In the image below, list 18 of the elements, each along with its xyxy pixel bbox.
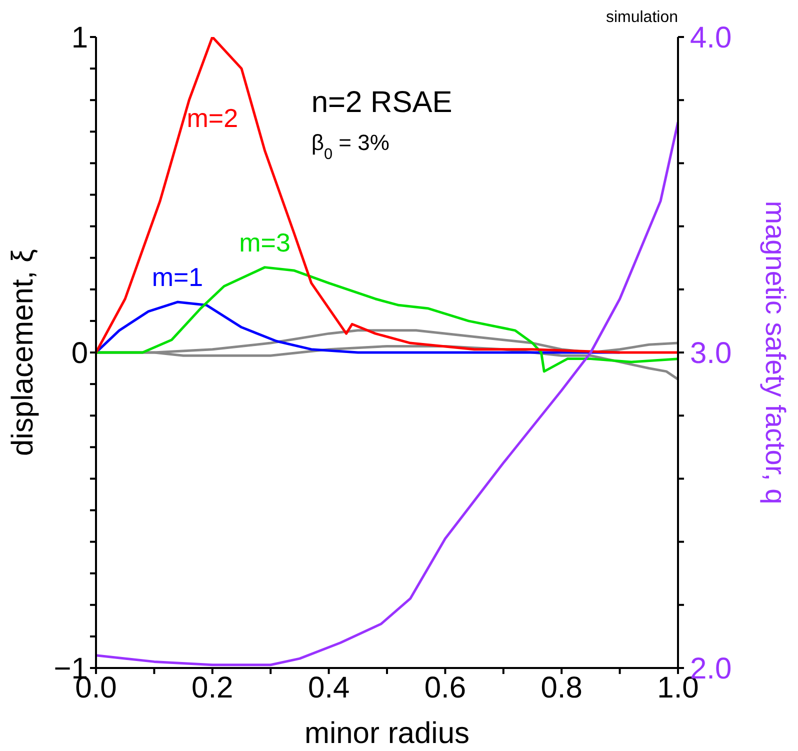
y2-axis-title: magnetic safety factor, q <box>760 200 792 504</box>
series-label: m=2 <box>186 103 238 133</box>
x-tick-label: 0.2 <box>192 671 234 704</box>
series-label: m=3 <box>239 227 290 258</box>
y2-tick-label: 4.0 <box>690 22 732 55</box>
series-label: m=1 <box>152 262 204 292</box>
line-series <box>96 300 622 354</box>
x-axis-title: minor radius <box>304 717 470 750</box>
text: simulation <box>606 9 678 26</box>
x-tick-label: 0.6 <box>424 671 466 704</box>
y-axis-title: displacement, ξ <box>6 249 40 456</box>
annotation: n=2 RSAE <box>311 86 452 119</box>
x-tick-label: 0.8 <box>540 671 582 704</box>
x-tick-label: 0.4 <box>308 671 350 704</box>
annotation: β$_{0}$ = 3% <box>311 130 390 162</box>
y-tick-label: 0 <box>71 337 88 370</box>
y2-tick-label: 3.0 <box>690 337 732 370</box>
y-tick-label: 1 <box>71 22 88 55</box>
